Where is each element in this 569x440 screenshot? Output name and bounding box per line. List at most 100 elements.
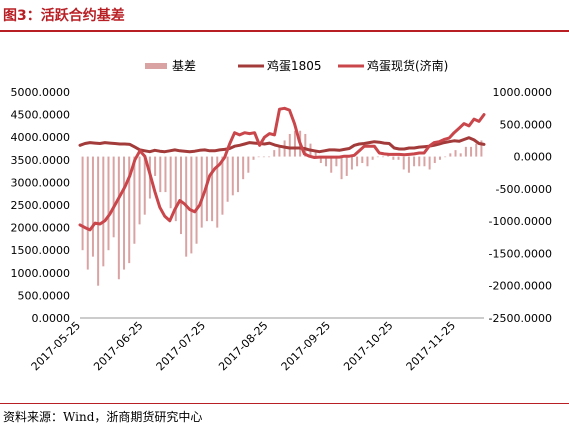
basis-bar	[262, 156, 265, 158]
left-axis-tick-label: 3500.0000	[11, 154, 71, 167]
right-axis-tick-label: -500.0000	[496, 183, 552, 196]
basis-bar	[242, 156, 245, 180]
basis-bar	[117, 156, 120, 280]
basis-bar	[190, 156, 193, 254]
right-axis-tick-label: -1500.0000	[489, 247, 552, 260]
x-axis-tick-label: 2017-07-25	[154, 319, 208, 373]
basis-bar	[330, 156, 333, 173]
basis-bar	[335, 156, 338, 167]
basis-bar	[418, 156, 421, 167]
basis-bar	[449, 153, 452, 157]
basis-bars	[81, 130, 483, 286]
basis-bar	[138, 156, 141, 225]
chart-svg: 基差 鸡蛋1805 鸡蛋现货(济南) 0.0000 500.0000 1000.0000…	[11, 58, 553, 373]
basis-bar	[221, 156, 224, 215]
left-axis-tick-label: 3000.0000	[11, 176, 71, 189]
basis-bar	[200, 156, 203, 228]
right-axis-tick-label: 0.0000	[514, 151, 553, 164]
basis-bar	[340, 156, 343, 180]
left-axis-tick-label: 4000.0000	[11, 131, 71, 144]
basis-bar	[314, 150, 317, 157]
right-axis-tick-label: 1000.0000	[493, 86, 553, 99]
basis-bar	[195, 156, 198, 244]
basis-bar	[444, 156, 447, 158]
basis-bar	[273, 150, 276, 157]
spot-line	[78, 106, 486, 232]
legend-swatch-basis	[145, 63, 167, 69]
basis-bar	[371, 156, 374, 160]
source-note: 资料来源：Wind，浙商期货研究中心	[3, 410, 203, 424]
basis-bar	[293, 130, 296, 157]
left-axis-tick-label: 5000.0000	[11, 86, 71, 99]
basis-bar	[216, 156, 219, 228]
x-axis-tick-label: 2017-09-25	[279, 319, 333, 373]
legend-label: 鸡蛋现货(济南)	[367, 58, 448, 73]
basis-bar	[464, 146, 467, 157]
basis-bar	[361, 156, 364, 164]
basis-bar	[102, 156, 105, 267]
basis-bar	[402, 156, 405, 170]
chart-container: 基差 鸡蛋1805 鸡蛋现货(济南) 0.0000 500.0000 1000.0000…	[0, 32, 569, 402]
x-axis-tick-label: 2017-08-25	[216, 319, 270, 373]
basis-bar	[392, 156, 395, 160]
right-axis-tick-label: -2000.0000	[489, 280, 552, 293]
basis-bar	[459, 153, 462, 157]
right-axis-tick-label: -2500.0000	[489, 312, 552, 325]
basis-bar	[128, 156, 131, 264]
chart-legend: 基差 鸡蛋1805 鸡蛋现货(济南)	[145, 58, 448, 73]
basis-bar	[475, 143, 478, 157]
basis-bar	[325, 156, 328, 167]
basis-bar	[247, 156, 250, 173]
basis-bar	[350, 156, 353, 170]
basis-bar	[407, 156, 410, 173]
basis-bar	[376, 156, 379, 158]
basis-bar	[174, 156, 177, 222]
basis-bar	[123, 156, 126, 270]
basis-bar	[480, 140, 483, 157]
basis-bar	[112, 156, 115, 238]
futures-line	[78, 136, 486, 154]
basis-bar	[257, 156, 260, 158]
basis-bar	[268, 156, 271, 158]
source-divider	[0, 403, 569, 404]
basis-bar	[438, 156, 441, 160]
basis-bar	[288, 133, 291, 157]
basis-bar	[159, 156, 162, 193]
basis-bar	[133, 156, 136, 244]
basis-bar	[91, 156, 94, 257]
basis-bar	[107, 156, 110, 251]
basis-bar	[252, 156, 255, 160]
title-divider	[0, 30, 569, 32]
x-axis-tick-label: 2017-05-25	[29, 319, 83, 373]
basis-bar	[143, 156, 146, 215]
basis-bar	[86, 156, 89, 270]
left-axis-tick-label: 0.0000	[32, 312, 71, 325]
basis-bar	[164, 156, 167, 193]
left-axis-tick-label: 1000.0000	[11, 267, 71, 280]
right-axis-tick-label: -1000.0000	[489, 215, 552, 228]
basis-bar	[97, 156, 100, 286]
basis-bar	[236, 156, 239, 193]
basis-bar	[231, 156, 234, 196]
figure-title: 图3：活跃合约基差	[3, 8, 125, 24]
left-axis-tick-label: 2500.0000	[11, 199, 71, 212]
basis-bar	[278, 146, 281, 157]
basis-bar	[226, 156, 229, 202]
basis-bar	[423, 156, 426, 167]
basis-bar	[356, 156, 359, 167]
basis-bar	[154, 156, 157, 176]
left-axis-tick-label: 2000.0000	[11, 222, 71, 235]
basis-bar	[169, 156, 172, 209]
basis-bar	[180, 156, 182, 235]
left-axis-tick-label: 4500.0000	[11, 109, 71, 122]
basis-bar	[81, 156, 84, 251]
basis-bar	[319, 156, 322, 164]
x-axis-tick-label: 2017-11-25	[404, 319, 458, 373]
legend-label: 鸡蛋1805	[267, 58, 322, 73]
basis-bar	[397, 156, 400, 160]
basis-bar	[211, 156, 214, 222]
figure-header: 图3：活跃合约基差	[0, 0, 569, 30]
basis-bar	[428, 156, 431, 170]
basis-bar	[382, 156, 384, 158]
price-lines	[78, 106, 486, 232]
